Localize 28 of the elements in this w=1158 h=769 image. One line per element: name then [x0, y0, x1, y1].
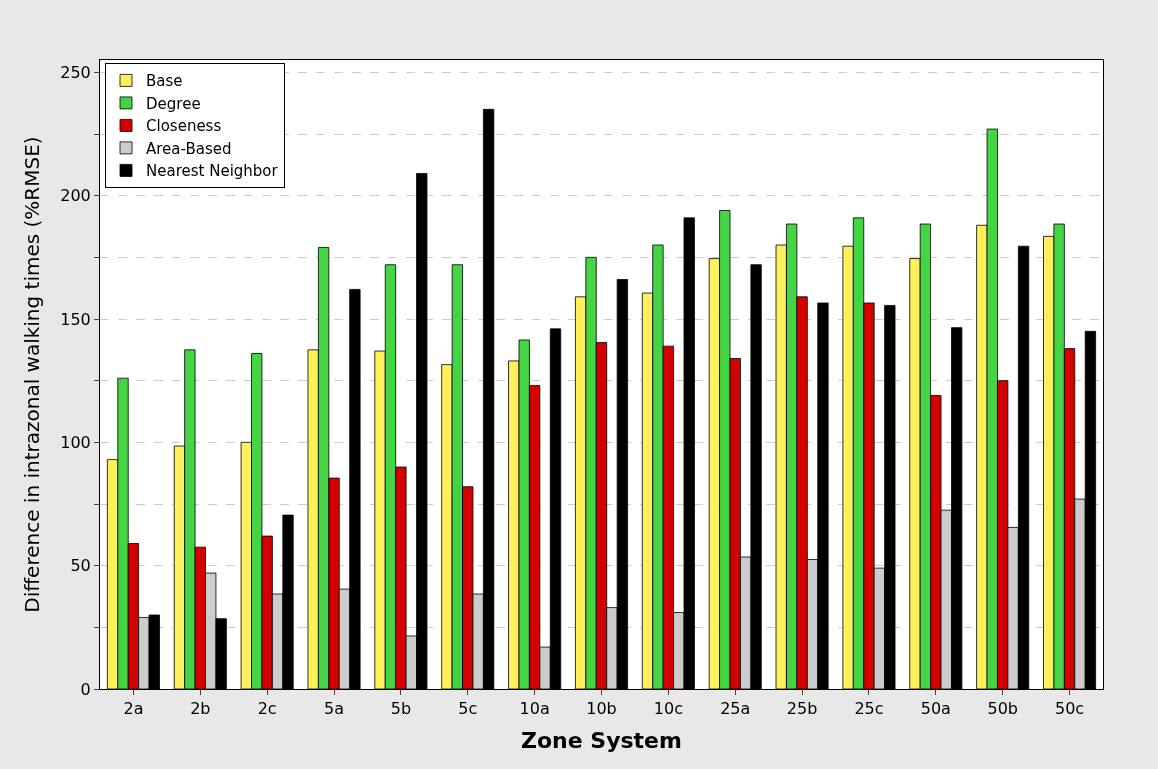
- x-tick-label: 5c: [458, 699, 478, 719]
- y-tick-label: 100: [60, 432, 91, 452]
- y-tick-label: 250: [60, 62, 91, 82]
- legend-label: Area-Based: [146, 139, 232, 158]
- legend-label: Base: [146, 72, 183, 91]
- x-tick-label: 5b: [390, 699, 412, 719]
- x-axis-title: Zone System: [521, 728, 682, 754]
- x-tick-label: 25c: [854, 699, 884, 719]
- x-tick-label: 10a: [519, 699, 550, 719]
- x-tick-label: 10b: [586, 699, 617, 719]
- y-tick-label: 200: [60, 186, 91, 206]
- y-tick-label: 50: [70, 556, 91, 576]
- legend-label: Nearest Neighbor: [146, 162, 279, 181]
- x-tick-label: 2b: [190, 699, 211, 719]
- legend-label: Closeness: [146, 117, 222, 136]
- x-tick-label: 50a: [920, 699, 951, 719]
- legend-label: Degree: [146, 94, 201, 113]
- x-tick-label: 5a: [324, 699, 345, 719]
- x-tick-label: 2a: [123, 699, 144, 719]
- x-tick-label: 25b: [786, 699, 818, 719]
- x-tick-label: 10c: [653, 699, 683, 719]
- x-tick-label: 50b: [987, 699, 1018, 719]
- y-axis-title: Difference in intrazonal walking times (%RMSE): [19, 136, 44, 613]
- x-tick-label: 25a: [720, 699, 751, 719]
- x-tick-label: 2c: [257, 699, 277, 719]
- y-tick-label: 0: [80, 679, 91, 699]
- y-tick-label: 150: [60, 309, 91, 329]
- x-tick-label: 50c: [1054, 699, 1085, 719]
